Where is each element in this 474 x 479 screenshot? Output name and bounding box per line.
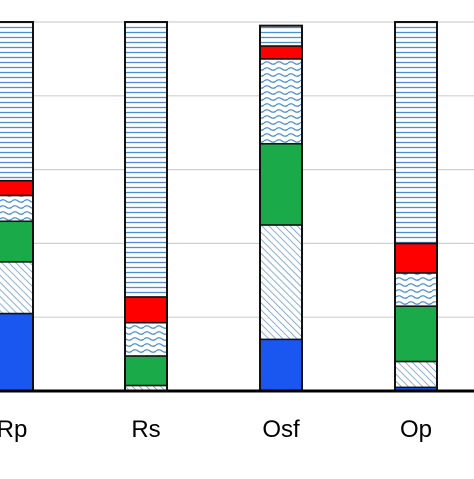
bar-segment	[259, 58, 303, 145]
category-label: Osf	[262, 416, 300, 443]
bar-segment	[259, 24, 303, 47]
bar-segment	[0, 21, 34, 182]
bar-segment	[124, 355, 168, 387]
category-label: Rs	[131, 416, 160, 443]
bar-stack	[259, 24, 303, 392]
bar-segment	[394, 242, 438, 274]
bar-segment	[259, 338, 303, 392]
bar-stack	[0, 21, 34, 392]
bar-segment	[259, 143, 303, 226]
bar-segment	[0, 179, 34, 197]
bar-segment	[124, 21, 168, 298]
bar-segment	[0, 194, 34, 223]
category-label: Op	[400, 416, 432, 443]
bar-segment	[394, 21, 438, 245]
bar-segment	[394, 305, 438, 363]
bar-segment	[0, 312, 34, 392]
bar-stack	[394, 21, 438, 392]
bar-segment	[394, 272, 438, 307]
category-labels: Rp Rs Osf Op	[0, 416, 432, 443]
bar-segment	[259, 224, 303, 341]
bar-segment	[394, 360, 438, 389]
bar-stack	[124, 21, 168, 392]
bar-segment	[124, 321, 168, 357]
category-label: Rp	[0, 416, 27, 443]
bars	[0, 21, 474, 393]
bar-segment	[259, 45, 303, 60]
bar-segment	[124, 296, 168, 324]
bar-segment	[0, 220, 34, 263]
bar-segment	[0, 261, 34, 315]
